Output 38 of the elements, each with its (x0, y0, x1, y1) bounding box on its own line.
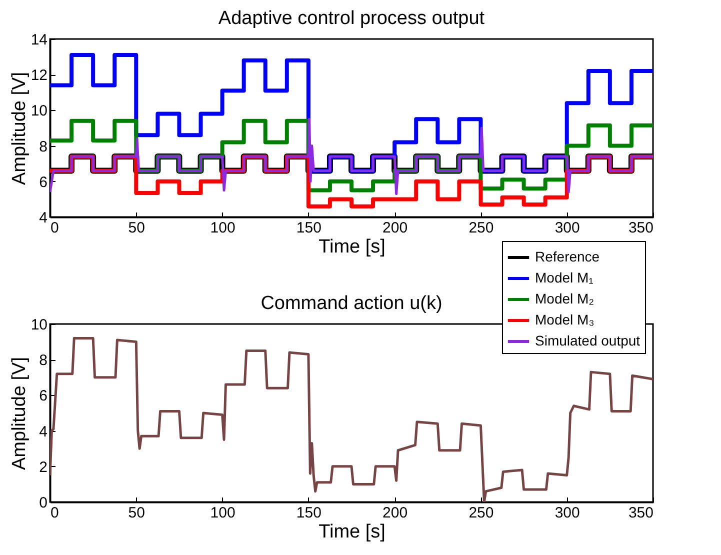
legend-label: Simulated output (535, 332, 640, 348)
y-tick-label: 14 (30, 32, 48, 48)
x-tick-label: 150 (296, 504, 322, 522)
y-tick-label: 10 (30, 316, 48, 334)
x-tick-label: 100 (210, 504, 236, 522)
x-tick-label: 250 (468, 220, 494, 236)
legend-label: Model M₁ (535, 270, 594, 286)
x-tick-label: 200 (382, 220, 408, 236)
x-tick-label: 150 (296, 220, 322, 236)
y-tick-label: 6 (39, 174, 48, 191)
legend-label: Model M₂ (535, 290, 594, 306)
y-axis-title: Amplitude [V] (8, 357, 30, 470)
y-tick-label: 6 (39, 388, 48, 405)
x-tick-label: 100 (210, 220, 236, 236)
x-tick-label: 0 (50, 220, 59, 236)
x-tick-label: 0 (50, 504, 59, 522)
y-tick-label: 2 (39, 458, 48, 476)
x-tick-label: 350 (628, 220, 654, 236)
y-tick-label: 8 (39, 138, 48, 156)
y-tick-label: 10 (30, 102, 48, 120)
chart-title: Adaptive control process output (218, 8, 486, 29)
legend-label: Model M₃ (535, 312, 594, 328)
x-axis-title: Time [s] (318, 236, 386, 258)
x-axis-title: Time [s] (318, 522, 386, 542)
x-tick-label: 50 (128, 504, 145, 522)
x-tick-label: 300 (554, 220, 580, 236)
y-tick-label: 12 (30, 67, 48, 84)
legend-label: Reference (535, 248, 600, 264)
x-tick-label: 200 (382, 504, 408, 522)
y-axis-title: Amplitude [V] (8, 72, 30, 185)
y-tick-label: 8 (39, 352, 48, 370)
x-tick-label: 300 (554, 504, 580, 522)
x-tick-label: 350 (628, 504, 654, 522)
y-tick-label: 4 (39, 210, 48, 226)
chart-title: Command action u(k) (260, 293, 442, 314)
x-tick-label: 50 (128, 220, 145, 236)
y-tick-label: 4 (39, 423, 48, 440)
x-tick-label: 250 (468, 504, 494, 522)
